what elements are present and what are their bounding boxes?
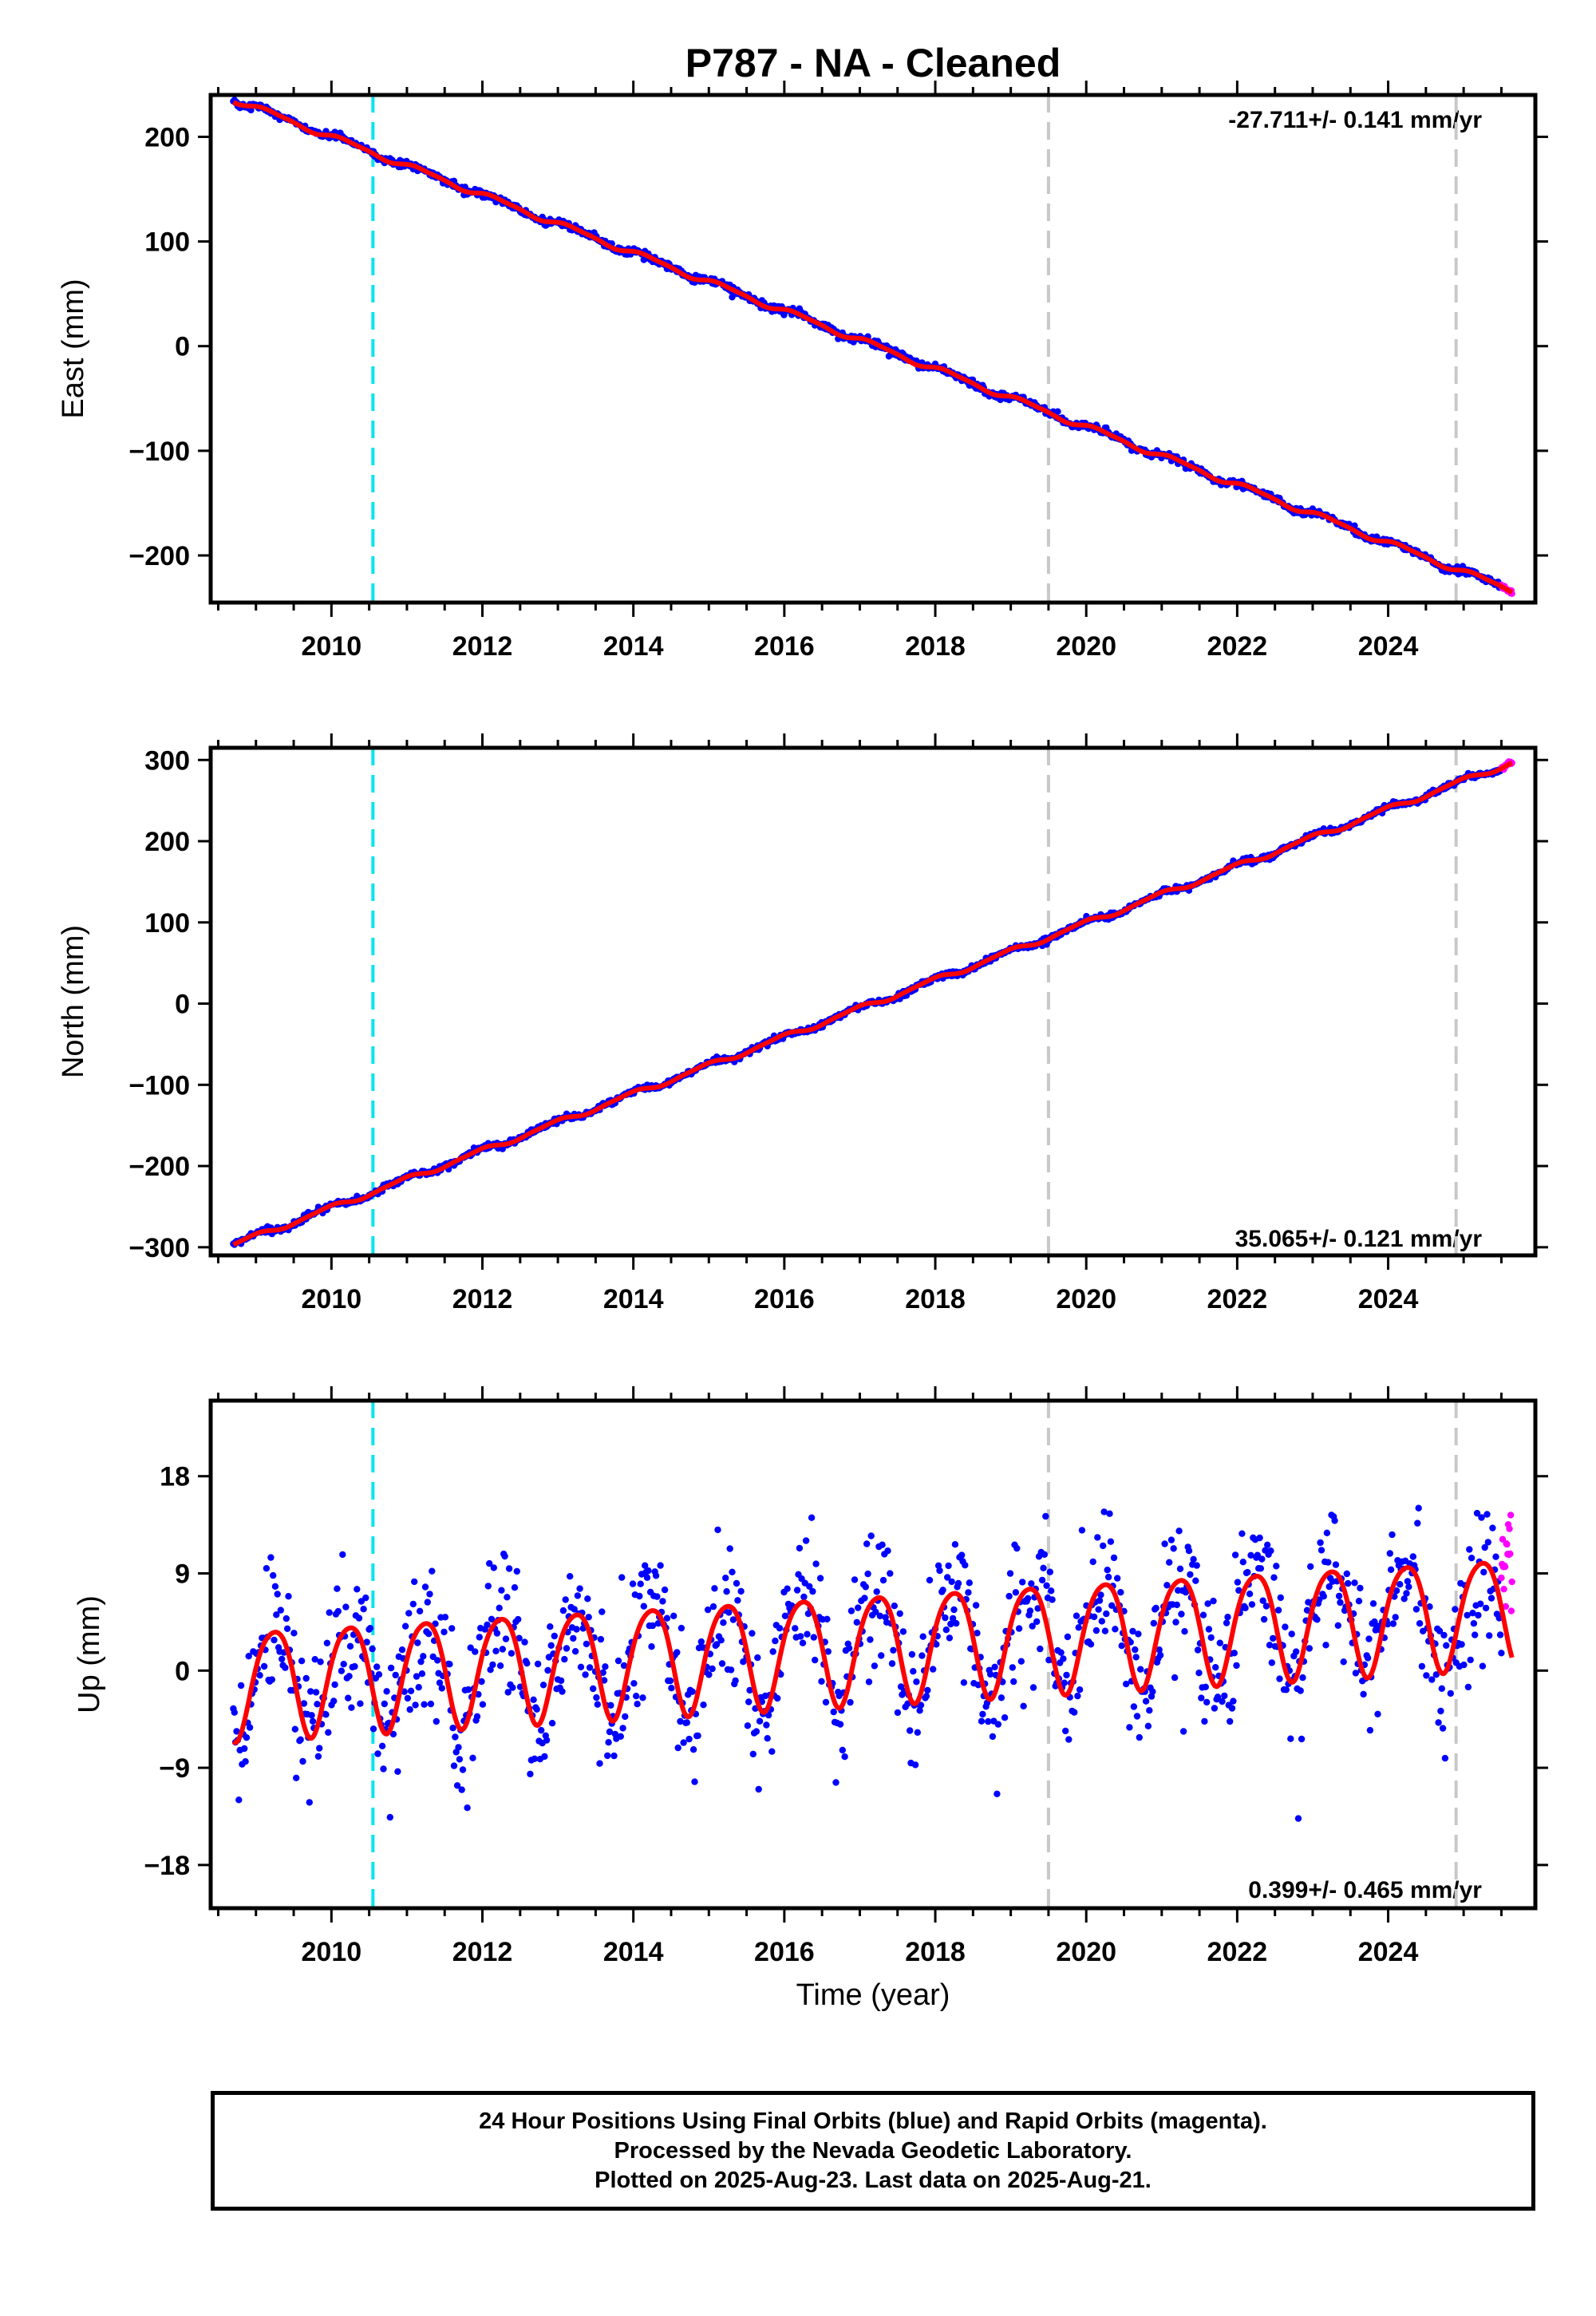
xtick-label-up: 2020 xyxy=(1056,1937,1116,1967)
xtick-label-north: 2022 xyxy=(1207,1284,1268,1314)
ytick-label-up: −18 xyxy=(144,1851,190,1881)
xtick-label-east: 2010 xyxy=(302,631,362,662)
plot-area-up xyxy=(230,1401,1515,1908)
xtick-label-east: 2024 xyxy=(1358,631,1419,662)
ytick-label-east: 100 xyxy=(144,227,190,258)
xtick-label-north: 2014 xyxy=(603,1284,664,1314)
xtick-label-east: 2016 xyxy=(754,631,815,662)
xtick-label-north: 2024 xyxy=(1358,1284,1419,1314)
xtick-label-up: 2022 xyxy=(1207,1937,1268,1967)
xtick-label-north: 2010 xyxy=(302,1284,362,1314)
rate-label-east: -27.711+/- 0.141 mm/yr xyxy=(1228,107,1482,133)
xtick-label-north: 2016 xyxy=(754,1284,815,1314)
frame-north xyxy=(208,745,1538,1258)
footer-caption-box: 24 Hour Positions Using Final Orbits (bl… xyxy=(211,2091,1535,2211)
ytick-label-north: −200 xyxy=(128,1152,190,1182)
xtick-label-north: 2018 xyxy=(905,1284,966,1314)
final-orbit-points-up xyxy=(230,1504,1505,1822)
footer-line-2: Processed by the Nevada Geodetic Laborat… xyxy=(614,2137,1132,2164)
xtick-label-up: 2010 xyxy=(302,1937,362,1967)
ytick-label-north: 300 xyxy=(144,745,190,776)
xtick-label-up: 2018 xyxy=(905,1937,966,1967)
ytick-label-east: 200 xyxy=(144,122,190,152)
ytick-label-north: −100 xyxy=(128,1070,190,1101)
footer-line-1: 24 Hour Positions Using Final Orbits (bl… xyxy=(479,2108,1267,2134)
model-fit-line-east xyxy=(232,100,1514,595)
xtick-label-east: 2018 xyxy=(905,631,966,662)
xtick-label-up: 2014 xyxy=(603,1937,664,1967)
ytick-label-north: −300 xyxy=(128,1233,190,1263)
ytick-label-up: 18 xyxy=(160,1462,190,1492)
footer-line-3: Plotted on 2025-Aug-23. Last data on 202… xyxy=(595,2167,1152,2193)
ytick-label-north: 200 xyxy=(144,827,190,857)
xtick-label-up: 2012 xyxy=(452,1937,513,1967)
ytick-label-east: −200 xyxy=(128,541,190,571)
xtick-label-north: 2012 xyxy=(452,1284,513,1314)
ytick-label-east: 0 xyxy=(175,332,190,362)
rate-label-up: 0.399+/- 0.465 mm/yr xyxy=(1248,1877,1482,1903)
xtick-label-north: 2020 xyxy=(1056,1284,1116,1314)
plot-area-north xyxy=(230,748,1515,1255)
panel-north: North (mm) 35.065+/- 0.121 mm/yr −300 −20… xyxy=(57,733,1548,1314)
xtick-label-east: 2014 xyxy=(603,631,664,662)
ylabel-up: Up (mm) xyxy=(73,1595,106,1713)
panel-east: East (mm) -27.711+/- 0.141 mm/yr −200 −10… xyxy=(57,81,1548,662)
frame-up xyxy=(208,1398,1538,1911)
frame-east xyxy=(208,93,1538,605)
chart-title: P787 - NA - Cleaned xyxy=(685,41,1061,85)
rapid-orbit-points-up xyxy=(1498,1512,1515,1614)
xtick-label-up: 2024 xyxy=(1358,1937,1419,1967)
ytick-label-north: 0 xyxy=(175,990,190,1020)
ylabel-north: North (mm) xyxy=(57,925,90,1078)
xlabel-time: Time (year) xyxy=(796,1978,950,2012)
xtick-label-east: 2012 xyxy=(452,631,513,662)
ytick-label-up: 0 xyxy=(175,1656,190,1686)
xtick-label-east: 2022 xyxy=(1207,631,1268,662)
panel-up: Up (mm) 0.399+/- 0.465 mm/yr −18 −9 0 9 18 20… xyxy=(73,1386,1548,1967)
model-fit-line-north xyxy=(232,761,1514,1247)
xtick-label-east: 2020 xyxy=(1056,631,1116,662)
rate-label-north: 35.065+/- 0.121 mm/yr xyxy=(1235,1226,1483,1252)
ytick-label-east: −100 xyxy=(128,437,190,467)
ytick-label-up: −9 xyxy=(159,1753,190,1784)
plot-area-east xyxy=(230,95,1515,603)
xtick-label-up: 2016 xyxy=(754,1937,815,1967)
model-fit-line-up xyxy=(231,1560,1515,1745)
ytick-label-north: 100 xyxy=(144,908,190,939)
ytick-label-up: 9 xyxy=(175,1559,190,1590)
ylabel-east: East (mm) xyxy=(57,279,90,418)
